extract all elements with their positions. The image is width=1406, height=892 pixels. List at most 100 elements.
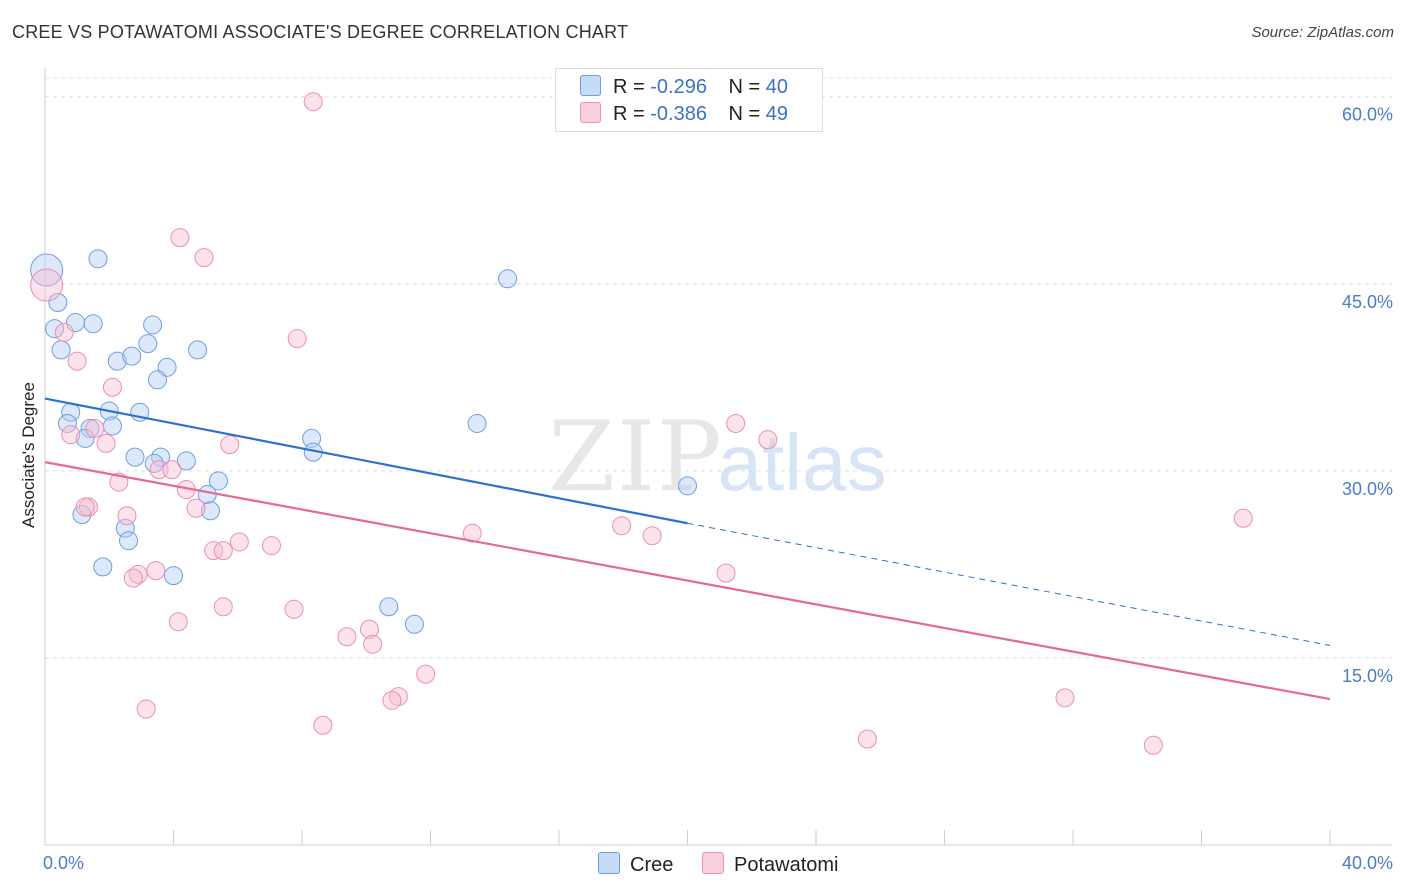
y-tick-label: 15.0%: [1342, 666, 1393, 686]
potawatomi-point: [337, 627, 357, 647]
tick-labels: 15.0% 30.0% 45.0% 60.0% 0.0% 40.0%: [43, 105, 1393, 873]
watermark-zip: ZIP: [548, 401, 723, 513]
potawatomi-point: [1233, 508, 1253, 528]
chart-title: CREE VS POTAWATOMI ASSOCIATE'S DEGREE CO…: [12, 22, 629, 42]
legend-r-value: -0.386: [650, 103, 707, 125]
potawatomi-point: [313, 715, 333, 735]
series-name: Potawatomi: [734, 854, 839, 876]
potawatomi-point: [168, 612, 188, 632]
potawatomi-point: [612, 516, 632, 536]
trend-lines: [44, 397, 1331, 701]
potawatomi-point: [1143, 735, 1163, 755]
potawatomi-point: [123, 568, 143, 588]
cree-point: [48, 292, 68, 312]
legend-n-label: N =: [728, 76, 761, 98]
chart-source: Source: ZipAtlas.com: [1251, 24, 1394, 41]
potawatomi-point: [146, 561, 166, 581]
potawatomi-point: [229, 532, 249, 552]
potawatomi-point: [61, 425, 81, 445]
cree-point: [678, 476, 697, 496]
potawatomi-point: [162, 460, 182, 480]
potawatomi-point: [213, 597, 233, 617]
cree-point: [122, 346, 142, 366]
y-tick-label: 45.0%: [1342, 292, 1393, 312]
potawatomi-point: [303, 92, 323, 112]
data-points: [30, 92, 1253, 755]
y-tick-label: 60.0%: [1342, 105, 1393, 125]
cree-point: [75, 428, 95, 448]
potawatomi-point: [726, 413, 746, 433]
cree-point: [302, 428, 322, 448]
axes: [44, 68, 1392, 846]
cree-swatch: [580, 75, 601, 96]
potawatomi-point: [213, 541, 233, 561]
watermark-atlas: atlas: [718, 418, 887, 507]
potawatomi-point: [54, 322, 74, 342]
cree-point: [208, 471, 228, 491]
potawatomi-point: [758, 430, 778, 450]
potawatomi-swatch: [702, 852, 724, 874]
cree-point: [83, 314, 103, 334]
x-tick-label: 0.0%: [43, 853, 84, 873]
series-legend-potawatomi: Potawatomi: [702, 852, 839, 877]
cree-point: [188, 340, 208, 360]
cree-point: [498, 269, 518, 289]
watermark: ZIP atlas: [548, 401, 886, 513]
cree-point: [125, 447, 145, 467]
legend-n-value: 49: [765, 103, 789, 125]
cree-point: [88, 249, 108, 269]
legend-row-potawatomi: R = -0.386 N = 49: [580, 102, 788, 128]
x-tick-label: 40.0%: [1342, 853, 1393, 873]
cree-trend-extension: [687, 522, 1331, 646]
potawatomi-point: [85, 418, 105, 438]
potawatomi-point: [716, 563, 736, 583]
series-name: Cree: [630, 854, 674, 876]
cree-point: [467, 413, 487, 433]
cree-point: [164, 566, 183, 586]
legend-r-label: R =: [613, 76, 645, 98]
legend-r-label: R =: [613, 103, 645, 125]
potawatomi-point: [642, 526, 662, 546]
potawatomi-point: [117, 506, 137, 526]
potawatomi-point: [416, 664, 436, 684]
potawatomi-point: [96, 433, 116, 453]
cree-point: [138, 334, 158, 354]
cree-point: [143, 315, 163, 335]
potawatomi-point: [462, 523, 482, 543]
cree-point: [200, 501, 220, 521]
potawatomi-point: [382, 690, 402, 710]
potawatomi-point: [359, 619, 379, 639]
legend-row-cree: R = -0.296 N = 40: [580, 75, 788, 101]
cree-point: [45, 319, 65, 339]
potawatomi-point: [170, 228, 190, 248]
legend-n-label: N =: [728, 103, 761, 125]
potawatomi-point: [75, 497, 95, 517]
potawatomi-point: [284, 599, 304, 619]
potawatomi-trend-line: [44, 461, 1331, 701]
cree-trend-line: [44, 397, 688, 525]
cree-point: [51, 340, 71, 360]
legend-r-value: -0.296: [650, 76, 707, 98]
potawatomi-point: [186, 498, 206, 518]
cree-point: [30, 253, 64, 287]
potawatomi-point: [287, 329, 307, 349]
series-legend-cree: Cree: [598, 852, 673, 877]
potawatomi-point: [857, 729, 877, 749]
cree-point: [80, 418, 100, 438]
cree-point: [176, 451, 196, 471]
potawatomi-point: [102, 377, 122, 397]
potawatomi-point: [363, 634, 383, 654]
potawatomi-point: [204, 541, 224, 561]
y-tick-label: 30.0%: [1342, 479, 1393, 499]
stats-legend: R = -0.296 N = 40 R = -0.386 N = 49: [555, 68, 823, 132]
cree-swatch: [598, 852, 620, 874]
potawatomi-point: [220, 435, 240, 455]
cree-point: [119, 531, 139, 551]
potawatomi-point: [30, 268, 64, 302]
potawatomi-point: [136, 699, 156, 719]
cree-point: [379, 597, 399, 617]
potawatomi-point: [1055, 688, 1075, 708]
potawatomi-point: [261, 536, 281, 556]
cree-point: [93, 557, 113, 577]
